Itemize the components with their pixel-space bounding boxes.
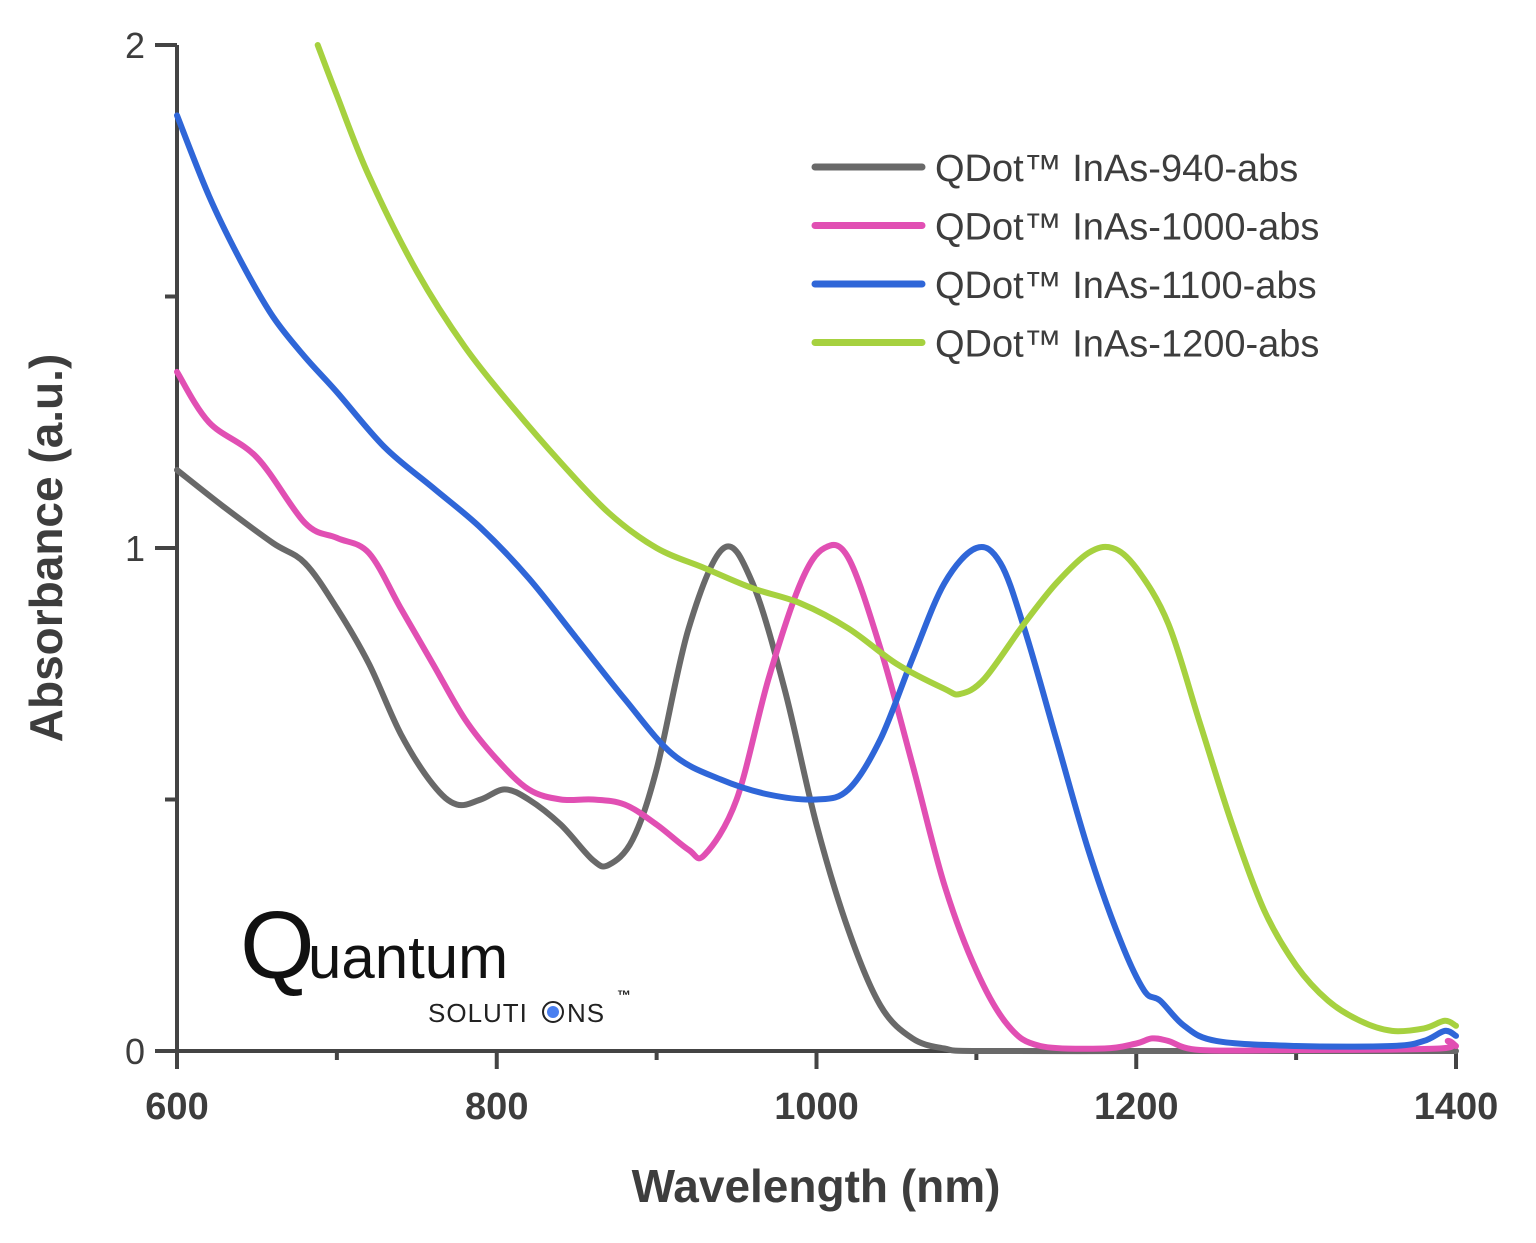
series-line-qdot-inas-1200-abs bbox=[314, 42, 1459, 1035]
y-tick-label: 0 bbox=[125, 1031, 145, 1072]
logo-word: uantum bbox=[308, 924, 508, 991]
logo-o-ring bbox=[542, 1001, 564, 1023]
axes: 0 1 2 600 800 1000 1200 1400 bbox=[125, 25, 1498, 1128]
x-tick-label: 1400 bbox=[1414, 1086, 1499, 1128]
series-layer bbox=[174, 42, 1459, 1055]
y-tick-label: 2 bbox=[125, 25, 145, 66]
legend-label-qdot-inas-1200-abs: QDot™ InAs-1200-abs bbox=[935, 324, 1319, 366]
y-axis-title: Absorbance (a.u.) bbox=[20, 354, 72, 743]
x-tick-label: 1000 bbox=[774, 1086, 859, 1128]
series-line-qdot-inas-1100-abs bbox=[174, 112, 1459, 1050]
legend: QDot™ InAs-940-abs QDot™ InAs-1000-abs QDo… bbox=[811, 148, 1319, 366]
x-tick-label: 800 bbox=[465, 1086, 528, 1128]
logo-sub-left: SOLUTI bbox=[428, 998, 528, 1028]
legend-label-qdot-inas-1100-abs: QDot™ InAs-1100-abs bbox=[935, 265, 1317, 307]
series-line-qdot-inas-940-abs bbox=[174, 467, 1459, 1055]
legend-label-qdot-inas-1000-abs: QDot™ InAs-1000-abs bbox=[935, 207, 1319, 249]
logo-big-q: Q bbox=[240, 892, 315, 999]
legend-label-qdot-inas-940-abs: QDot™ InAs-940-abs bbox=[935, 148, 1298, 190]
series-line-qdot-inas-1000-abs bbox=[174, 368, 1459, 1054]
y-tick-label: 1 bbox=[125, 528, 145, 569]
quantum-solutions-logo: Q uantum SOLUTI NS ™ bbox=[240, 892, 631, 1028]
x-axis-title: Wavelength (nm) bbox=[632, 1160, 1001, 1212]
x-tick-label: 1200 bbox=[1094, 1086, 1179, 1128]
logo-sub-right: NS bbox=[567, 998, 605, 1028]
logo-dot-icon bbox=[547, 1006, 559, 1018]
logo-trademark: ™ bbox=[617, 987, 631, 1003]
x-tick-label: 600 bbox=[145, 1086, 208, 1128]
